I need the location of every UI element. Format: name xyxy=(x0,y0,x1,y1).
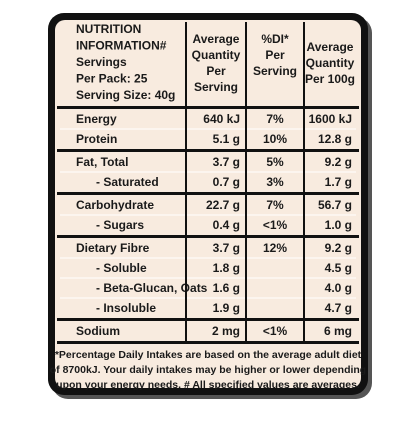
per-serving: 3.7 g xyxy=(213,241,240,255)
per-100g: 1600 kJ xyxy=(309,112,352,126)
per-serving: 2 mg xyxy=(212,324,240,338)
daily-intake: 10% xyxy=(263,132,287,146)
per-100g: 4.0 g xyxy=(325,281,352,295)
group-rule xyxy=(57,341,359,344)
footnote: of 8700kJ. Your daily intakes may be hig… xyxy=(50,364,366,376)
header-title: Serving Size: 40g xyxy=(76,88,175,102)
column-header: %DI* xyxy=(261,32,289,46)
column-header: Quantity xyxy=(192,48,241,62)
per-100g: 9.2 g xyxy=(325,241,352,255)
header-title: INFORMATION# xyxy=(76,39,167,53)
column-header: Quantity xyxy=(306,56,355,70)
row-label: Protein xyxy=(76,132,117,146)
row-label: - Insoluble xyxy=(96,301,156,315)
header-title: NUTRITION xyxy=(76,22,141,36)
daily-intake: 7% xyxy=(266,198,284,212)
column-header: Per 100g xyxy=(305,72,355,86)
daily-intake: 3% xyxy=(266,175,284,189)
per-serving: 22.7 g xyxy=(206,198,240,212)
column-header: Serving xyxy=(253,64,297,78)
daily-intake: 5% xyxy=(266,155,284,169)
per-serving: 3.7 g xyxy=(213,155,240,169)
per-serving: 640 kJ xyxy=(203,112,240,126)
per-100g: 4.7 g xyxy=(325,301,352,315)
panel xyxy=(55,20,361,388)
per-serving: 0.7 g xyxy=(213,175,240,189)
per-serving: 0.4 g xyxy=(213,218,240,232)
row-label: Carbohydrate xyxy=(76,198,154,212)
row-label: Dietary Fibre xyxy=(76,241,150,255)
row-label: Fat, Total xyxy=(76,155,128,169)
per-100g: 4.5 g xyxy=(325,261,352,275)
per-100g: 1.7 g xyxy=(325,175,352,189)
column-header: Average xyxy=(193,32,240,46)
per-100g: 12.8 g xyxy=(318,132,352,146)
per-serving: 1.9 g xyxy=(213,301,240,315)
daily-intake: 12% xyxy=(263,241,287,255)
row-label: - Saturated xyxy=(96,175,159,189)
group-rule xyxy=(57,149,359,152)
row-label: - Soluble xyxy=(96,261,147,275)
group-rule xyxy=(57,106,359,109)
row-label: - Beta-Glucan, Oats xyxy=(96,281,208,295)
daily-intake: <1% xyxy=(263,218,288,232)
daily-intake: 7% xyxy=(266,112,284,126)
group-rule xyxy=(57,235,359,238)
group-rule xyxy=(57,318,359,321)
group-rule xyxy=(57,192,359,195)
row-label: Sodium xyxy=(76,324,120,338)
daily-intake: <1% xyxy=(263,324,288,338)
header-title: Servings xyxy=(76,55,127,69)
per-100g: 9.2 g xyxy=(325,155,352,169)
per-100g: 1.0 g xyxy=(325,218,352,232)
row-label: - Sugars xyxy=(96,218,144,232)
row-label: Energy xyxy=(76,112,117,126)
column-header: Per xyxy=(265,48,285,62)
footnote: *Percentage Daily Intakes are based on t… xyxy=(55,349,362,361)
column-header: Per xyxy=(206,64,226,78)
column-header: Average xyxy=(307,40,354,54)
per-100g: 56.7 g xyxy=(318,198,352,212)
footnote: upon your energy needs. # All specified … xyxy=(56,379,360,391)
column-header: Serving xyxy=(194,80,238,94)
per-100g: 6 mg xyxy=(324,324,352,338)
per-serving: 1.8 g xyxy=(213,261,240,275)
per-serving: 5.1 g xyxy=(213,132,240,146)
header-title: Per Pack: 25 xyxy=(76,72,148,86)
per-serving: 1.6 g xyxy=(213,281,240,295)
